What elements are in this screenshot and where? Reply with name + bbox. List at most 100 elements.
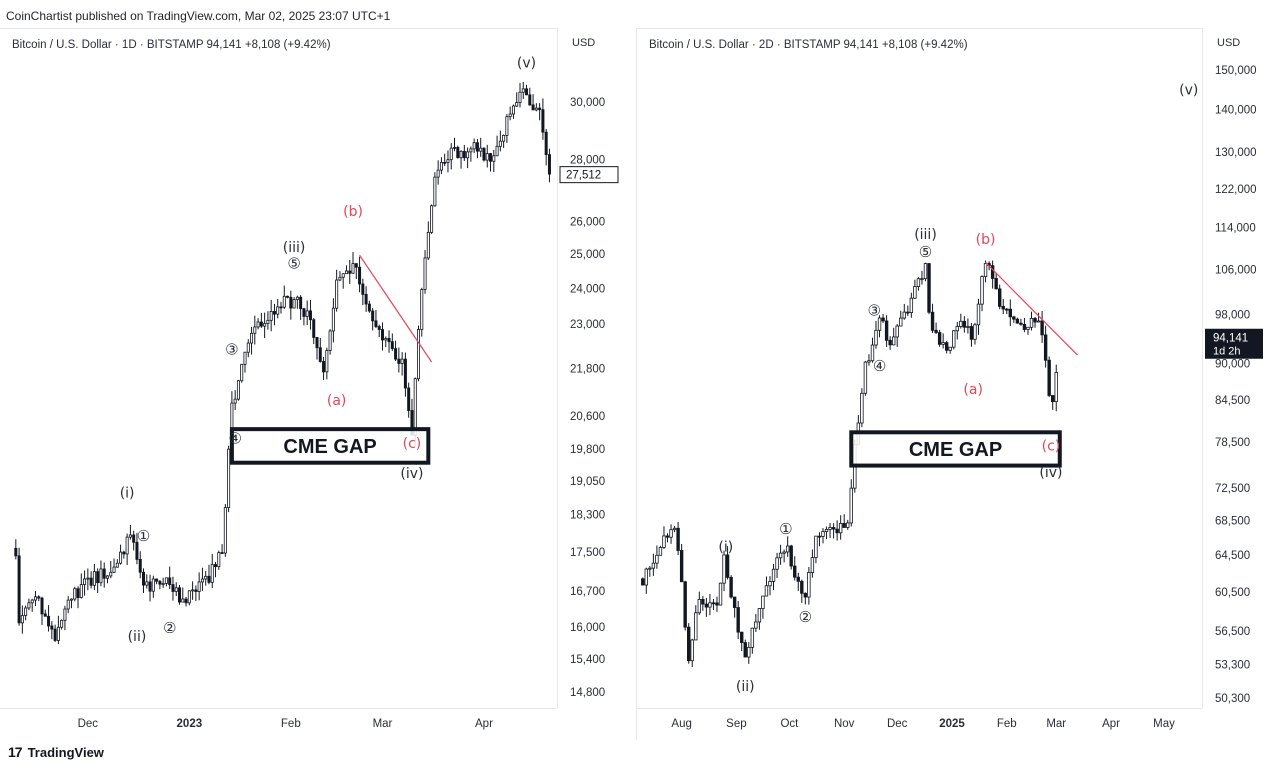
tradingview-logo[interactable]: 17 TradingView xyxy=(8,744,104,760)
price-tick-label: 25,000 xyxy=(570,249,605,261)
candle-body xyxy=(860,392,864,424)
candle-body xyxy=(492,155,496,162)
wave-label: ③ xyxy=(225,340,238,358)
candle-body xyxy=(158,580,162,585)
candle-body xyxy=(1029,317,1034,328)
candle-body xyxy=(888,339,892,346)
candle-body xyxy=(63,608,67,621)
pane-divider[interactable] xyxy=(636,28,637,740)
price-tick-label: 60,500 xyxy=(1215,587,1250,599)
candle-body xyxy=(390,341,394,349)
candle-body xyxy=(672,527,677,531)
candle-body xyxy=(164,577,168,584)
candle-body xyxy=(200,578,204,583)
candle-body xyxy=(941,342,945,345)
candle-body xyxy=(824,528,829,532)
right-price-axis[interactable]: USD 150,000 140,000 130,000 122,000 114,000 1… xyxy=(1202,28,1280,708)
candle-body xyxy=(73,588,77,600)
candle-body xyxy=(178,587,182,603)
candle-body xyxy=(33,596,37,601)
candle-body xyxy=(20,615,24,624)
candle-body xyxy=(60,619,64,628)
candle-body xyxy=(817,535,822,538)
left-currency-label: USD xyxy=(572,37,596,49)
candle-body xyxy=(955,326,959,332)
candle-body xyxy=(47,615,51,627)
candle-body xyxy=(511,105,515,115)
wave-label: (b) xyxy=(976,232,996,248)
time-tick-label: May xyxy=(1153,718,1175,730)
candle-body xyxy=(874,329,878,346)
candle-body xyxy=(538,107,542,111)
candle-body xyxy=(701,599,705,605)
candle-body xyxy=(128,534,132,538)
candle-body xyxy=(902,311,906,319)
candle-body xyxy=(489,153,493,162)
price-tick-label: 50,300 xyxy=(1215,693,1250,705)
candle-body xyxy=(168,577,172,585)
candle-body xyxy=(547,154,551,175)
candle-body xyxy=(793,565,797,578)
candle-body xyxy=(27,602,31,609)
left-price-axis[interactable]: USD 30,000 28,000 26,000 25,000 24,000 23,000… xyxy=(557,28,626,708)
price-tick-label: 16,700 xyxy=(570,586,605,598)
candle-body xyxy=(665,535,670,538)
candle-body xyxy=(266,319,270,324)
candle-body xyxy=(952,330,956,348)
wave-label: (ii) xyxy=(128,629,147,645)
right-chart-pane[interactable]: Bitcoin / U.S. Dollar · 2D · BITSTAMP 94… xyxy=(637,28,1202,709)
candle-body xyxy=(909,297,914,313)
candle-body xyxy=(800,580,804,594)
candle-body xyxy=(374,320,378,327)
candle-body xyxy=(648,567,652,570)
candle-body xyxy=(944,342,949,351)
time-tick-label: Dec xyxy=(78,718,99,730)
price-tick-label: 21,800 xyxy=(570,364,605,376)
candle-body xyxy=(223,507,227,554)
candle-body xyxy=(305,310,309,317)
candle-body xyxy=(485,153,489,161)
candle-body xyxy=(289,296,293,309)
candle-body xyxy=(125,536,129,555)
time-tick-label: Dec xyxy=(887,718,908,730)
wave-label: (iii) xyxy=(283,240,306,256)
candle-body xyxy=(204,575,208,580)
candle-body xyxy=(920,278,924,281)
current-price-tag xyxy=(1205,328,1263,359)
wave-label: ⑤ xyxy=(919,243,932,261)
candle-body xyxy=(119,551,123,564)
candle-body xyxy=(96,571,100,584)
candle-body xyxy=(828,527,832,530)
left-time-axis[interactable]: Dec 2023 Feb Mar Apr xyxy=(0,708,557,741)
left-chart-canvas[interactable]: CME GAP (i) (ii) (iii) (iv) (v) (a) (b) (c) ① ② ③ ④ ⑤ xyxy=(0,29,557,709)
wave-label: ④ xyxy=(228,430,241,448)
candle-body xyxy=(135,541,139,560)
right-chart-canvas[interactable]: CME GAP (i) (ii) (iii) (iv) (v) (a) (b) (c) ① ② ③ ④ ⑤ xyxy=(637,29,1202,709)
candle-body xyxy=(711,602,716,605)
candle-body xyxy=(99,568,103,584)
candle-body xyxy=(863,361,868,394)
candle-body xyxy=(151,578,155,592)
wave-label: (a) xyxy=(963,382,983,398)
candle-body xyxy=(718,582,723,606)
candle-body xyxy=(341,273,345,278)
candle-body xyxy=(187,590,191,604)
candle-body xyxy=(906,311,910,314)
candle-body xyxy=(338,276,342,281)
left-chart-pane[interactable]: Bitcoin / U.S. Dollar · 1D · BITSTAMP 94… xyxy=(0,28,557,709)
right-chart-legend: Bitcoin / U.S. Dollar · 2D · BITSTAMP 94… xyxy=(649,39,968,51)
candle-body xyxy=(132,534,136,543)
time-tick-label: Apr xyxy=(475,718,493,730)
current-price-label: 27,512 xyxy=(566,170,601,182)
candle-body xyxy=(328,330,332,351)
candle-body xyxy=(358,266,362,285)
price-tick-label: 122,000 xyxy=(1215,184,1257,196)
price-tick-label: 90,000 xyxy=(1215,359,1250,371)
right-time-axis[interactable]: Aug Sep Oct Nov Dec 2025 Feb Mar Apr May xyxy=(637,708,1202,741)
candle-body xyxy=(831,527,836,530)
time-tick-label: Oct xyxy=(780,718,799,730)
candle-body xyxy=(236,380,240,400)
right-time-axis-ticks: Aug Sep Oct Nov Dec 2025 Feb Mar Apr May xyxy=(671,718,1175,730)
candle-body xyxy=(69,598,73,601)
candles-group xyxy=(14,81,551,645)
